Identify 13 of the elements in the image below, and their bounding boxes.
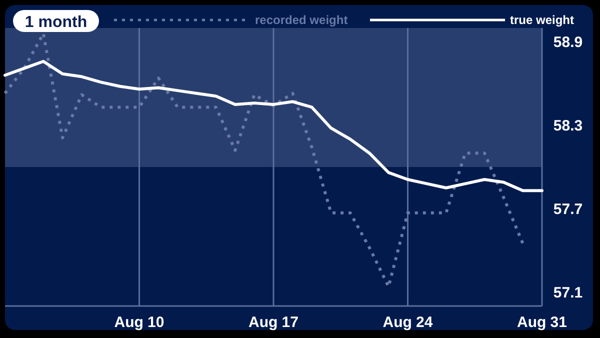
y-tick-label: 58.3 — [553, 118, 583, 135]
annotation: 1 month — [24, 14, 88, 31]
y-tick-label: 57.7 — [553, 200, 583, 218]
text: true weight — [510, 13, 574, 28]
line-series — [4, 32, 524, 288]
x-tick-label: Aug 10 — [114, 314, 164, 331]
y-tick-label: 57.1 — [553, 284, 583, 302]
text: recorded weight — [255, 13, 348, 28]
x-tick-label: Aug 24 — [382, 314, 434, 331]
x-tick-label: Aug 17 — [248, 314, 299, 331]
line-series — [4, 60, 544, 192]
y-tick-label: 58.9 — [553, 34, 583, 52]
x-tick-label: Aug 31 — [516, 314, 568, 331]
